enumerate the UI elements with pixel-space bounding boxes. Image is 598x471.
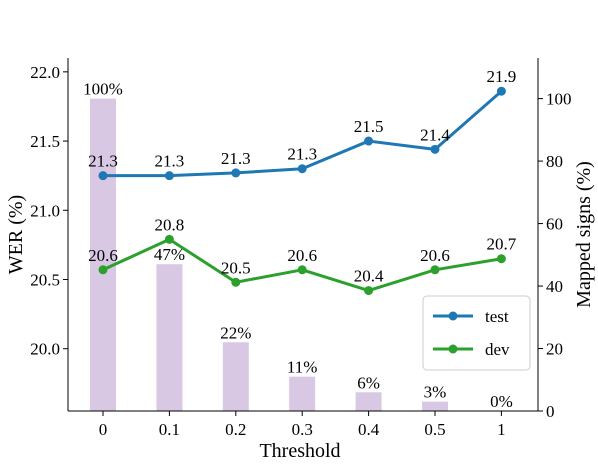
- right-tick-label: 100: [546, 90, 572, 109]
- left-tick-label: 21.0: [30, 201, 60, 220]
- axes-layer: 20.0 20.5 21.0 21.5 22.0 0 20 40 60 80 100 0 0.1 0.2 0…: [5, 58, 595, 462]
- left-tick-label: 22.0: [30, 63, 60, 82]
- series-point-dev: [430, 265, 440, 275]
- legend-marker-dev: [448, 344, 458, 354]
- legend-box: [422, 295, 531, 371]
- right-tick-label: 80: [546, 152, 563, 171]
- bar-value-label: 11%: [287, 358, 318, 377]
- series-value-label-test: 21.4: [420, 125, 450, 144]
- series-value-label-test: 21.3: [155, 152, 185, 171]
- bar: [422, 401, 448, 411]
- series-value-label-test: 21.9: [487, 67, 517, 86]
- left-tick-label: 20.5: [30, 270, 60, 289]
- series-value-label-dev: 20.8: [155, 215, 185, 234]
- bars-layer: [90, 98, 448, 411]
- series-point-dev: [297, 265, 307, 275]
- bar-value-label: 0%: [490, 392, 513, 411]
- x-tick-label: 0.5: [424, 420, 445, 439]
- x-tick-label: 0.3: [292, 420, 313, 439]
- series-point-test: [496, 86, 506, 96]
- x-axis-title: Threshold: [259, 440, 340, 462]
- series-value-label-test: 21.3: [221, 149, 251, 168]
- right-tick-label: 60: [546, 215, 563, 234]
- series-point-test: [297, 164, 307, 174]
- series-value-label-test: 21.3: [287, 145, 317, 164]
- series-point-test: [364, 136, 374, 146]
- series-value-label-dev: 20.6: [287, 246, 317, 265]
- series-value-label-test: 21.5: [354, 117, 384, 136]
- bar-value-label: 100%: [83, 80, 123, 99]
- series-value-label-dev: 20.6: [420, 246, 450, 265]
- bar: [156, 264, 183, 411]
- bar-value-label: 47%: [154, 245, 185, 264]
- series-point-test: [231, 168, 241, 178]
- series-point-dev: [364, 286, 374, 296]
- bar: [90, 98, 116, 411]
- left-tick-label: 20.0: [30, 340, 60, 359]
- x-tick-label: 0.4: [358, 420, 380, 439]
- left-axis-title: WER (%): [5, 195, 27, 274]
- bar-value-label: 22%: [220, 323, 251, 342]
- x-tick-label: 1: [497, 420, 506, 439]
- x-tick-label: 0.1: [159, 420, 180, 439]
- series-value-label-dev: 20.4: [354, 267, 384, 286]
- series-value-label-test: 21.3: [88, 152, 118, 171]
- right-tick-label: 40: [546, 277, 563, 296]
- legend-label-test: test: [485, 307, 509, 326]
- bar: [355, 392, 382, 411]
- bar-value-label: 3%: [424, 383, 447, 402]
- series-point-test: [430, 144, 440, 154]
- series-value-label-dev: 20.5: [221, 258, 251, 277]
- series-value-label-dev: 20.6: [88, 246, 118, 265]
- labels-layer: 100% 47% 22% 11% 6% 3% 0% 21.3 21.3 21.3 21.3 21.5 2…: [83, 67, 517, 411]
- x-tick-label: 0: [99, 420, 108, 439]
- bar-value-label: 6%: [357, 373, 380, 392]
- lines-layer: [98, 86, 506, 296]
- series-point-dev: [98, 265, 108, 275]
- series-point-dev: [496, 254, 506, 264]
- right-tick-label: 0: [546, 402, 555, 421]
- legend: test dev: [422, 295, 531, 371]
- bar: [222, 342, 249, 411]
- right-axis-title: Mapped signs (%): [573, 161, 595, 308]
- legend-label-dev: dev: [485, 340, 510, 359]
- series-point-test: [98, 171, 108, 181]
- right-tick-label: 20: [546, 340, 563, 359]
- left-tick-label: 21.5: [30, 132, 60, 151]
- legend-marker-test: [448, 311, 458, 321]
- series-point-test: [164, 171, 174, 181]
- series-value-label-dev: 20.7: [487, 235, 517, 254]
- x-tick-label: 0.2: [225, 420, 246, 439]
- bar: [289, 376, 316, 411]
- series-point-dev: [231, 277, 241, 287]
- series-point-dev: [164, 234, 174, 244]
